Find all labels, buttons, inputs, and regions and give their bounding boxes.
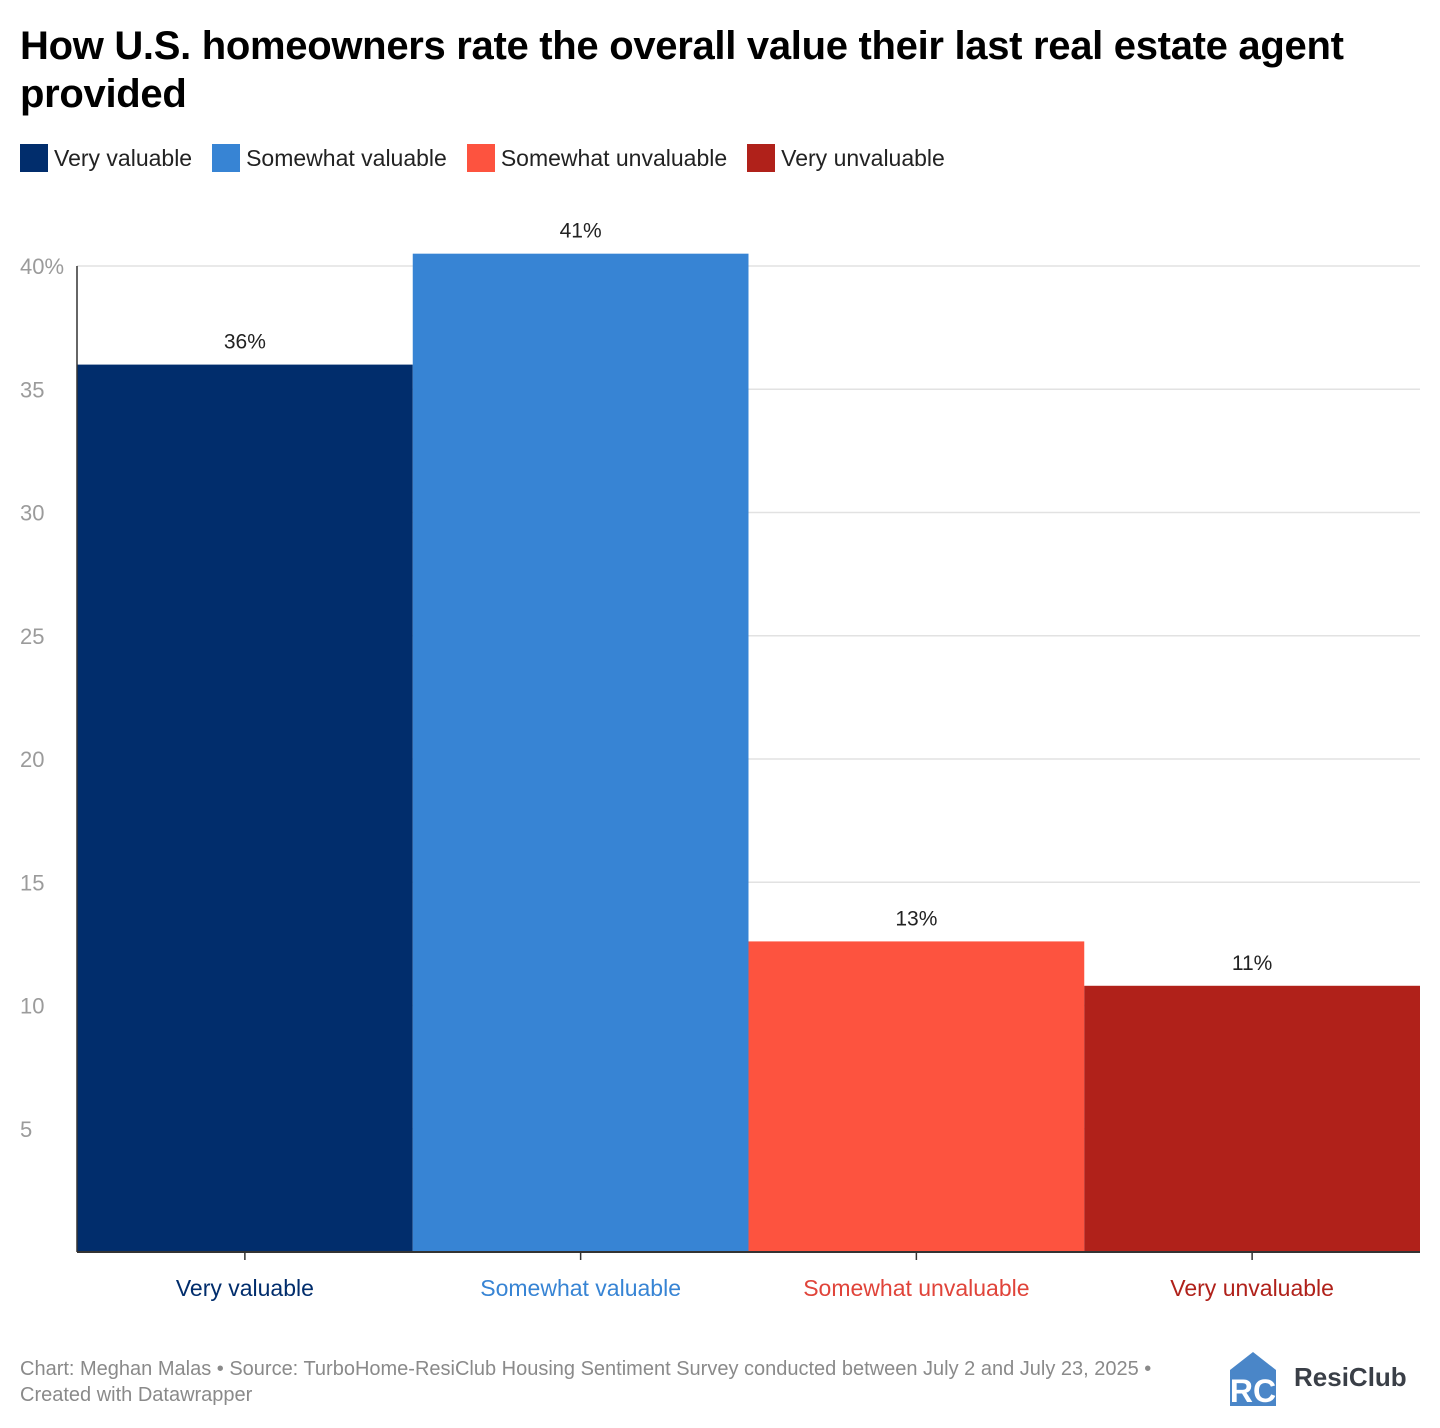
y-tick-label: 25 xyxy=(20,624,44,649)
legend-swatch xyxy=(212,144,241,172)
resiclub-logo: RC ResiClub xyxy=(1224,1348,1407,1406)
legend-item-very-valuable: Very valuable xyxy=(20,144,192,172)
y-tick-label: 5 xyxy=(20,1117,32,1142)
resiclub-logo-icon: RC xyxy=(1230,1352,1276,1406)
legend-swatch xyxy=(466,144,495,172)
svg-text:RC: RC xyxy=(1230,1373,1276,1406)
y-tick-label: 10 xyxy=(20,994,44,1019)
y-tick-label: 20 xyxy=(20,747,44,772)
bar xyxy=(748,941,1085,1252)
x-tick-label: Somewhat valuable xyxy=(480,1275,681,1301)
legend-label: Very valuable xyxy=(54,144,193,171)
bar xyxy=(1084,985,1420,1252)
y-tick-label: 35 xyxy=(20,377,44,402)
legend-swatch xyxy=(747,144,776,172)
y-tick-label: 30 xyxy=(20,501,44,526)
x-tick-label: Very valuable xyxy=(176,1275,314,1301)
resiclub-logo-text: ResiClub xyxy=(1294,1361,1407,1392)
bar xyxy=(412,253,749,1253)
chart-footer: Chart: Meghan Malas • Source: TurboHome-… xyxy=(20,1358,1152,1406)
legend-label: Somewhat valuable xyxy=(246,144,447,171)
legend-item-somewhat-valuable: Somewhat valuable xyxy=(212,144,447,172)
data-label: 11% xyxy=(1232,952,1272,975)
y-tick-label: 15 xyxy=(20,870,44,895)
legend-label: Very unvaluable xyxy=(781,144,945,171)
legend-label: Somewhat unvaluable xyxy=(500,144,728,171)
bar-chart: 5 10 15 20 25 30 35 40% 36% Very valuable 41% Somew… xyxy=(20,220,1420,1301)
y-tick-label: 40% xyxy=(20,254,64,279)
data-label: 36% xyxy=(224,331,266,354)
legend-swatch xyxy=(20,144,48,172)
legend-item-somewhat-unvaluable: Somewhat unvaluable xyxy=(466,144,728,172)
legend: Very valuable Somewhat valuable Somewhat… xyxy=(20,144,965,172)
chart-title: How U.S. homeowners rate the overall val… xyxy=(20,24,1344,116)
bar xyxy=(77,364,413,1253)
data-label: 13% xyxy=(895,907,937,930)
x-tick-label: Somewhat unvaluable xyxy=(803,1275,1029,1301)
x-tick-label: Very unvaluable xyxy=(1170,1275,1334,1301)
data-label: 41% xyxy=(560,220,602,243)
legend-item-very-unvaluable: Very unvaluable xyxy=(747,144,945,172)
